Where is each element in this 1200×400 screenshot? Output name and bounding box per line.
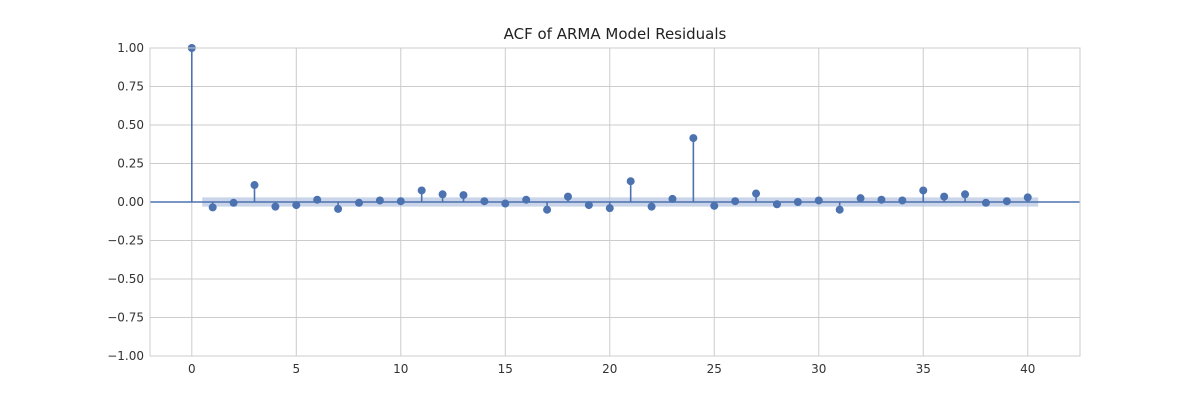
stem-marker: [501, 199, 510, 208]
stem-marker: [961, 190, 970, 199]
y-axis-ticks: −1.00 −0.75 −0.50 −0.25 0.00 0.25 0.50 0.75 1.00: [107, 41, 144, 363]
stem-marker: [856, 194, 865, 203]
stem-marker: [793, 198, 802, 206]
y-tick-label: 0.00: [117, 195, 144, 209]
stem-marker: [354, 198, 363, 207]
stem-marker: [250, 181, 259, 190]
stem-marker: [543, 205, 552, 214]
y-tick-label: 0.75: [117, 80, 144, 94]
stem-marker: [459, 191, 468, 200]
y-tick-label: 0.25: [117, 157, 144, 171]
x-tick-label: 35: [916, 362, 931, 376]
stem-marker: [898, 196, 907, 205]
y-tick-label: −0.25: [107, 234, 144, 248]
stem-marker: [522, 195, 531, 204]
stem-marker: [689, 134, 698, 143]
stem-marker: [772, 200, 781, 209]
stem-marker: [417, 186, 426, 195]
stem-marker: [1023, 193, 1032, 202]
stem-marker: [1002, 197, 1011, 206]
y-tick-label: −0.75: [107, 311, 144, 325]
stems: [150, 44, 1080, 214]
plot-frame: [149, 47, 1081, 357]
stem-marker: [584, 201, 593, 210]
stem-marker: [563, 192, 572, 201]
y-tick-label: −1.00: [107, 349, 144, 363]
stem-marker: [752, 189, 761, 198]
stem-marker: [668, 194, 677, 203]
stem-marker: [626, 177, 635, 186]
stem-marker: [208, 203, 217, 212]
stem-marker: [981, 198, 990, 207]
stem-marker: [919, 186, 928, 195]
stem-marker: [877, 195, 886, 204]
x-tick-label: 0: [188, 362, 196, 376]
stem-marker: [731, 197, 740, 206]
stem-marker: [605, 204, 614, 213]
x-tick-label: 5: [292, 362, 300, 376]
stem-marker: [375, 196, 384, 205]
stem-marker: [292, 201, 301, 210]
stem-marker: [940, 192, 949, 201]
y-tick-label: −0.50: [107, 272, 144, 286]
stem-marker: [480, 197, 489, 206]
x-tick-label: 15: [498, 362, 513, 376]
stem-marker: [396, 197, 405, 206]
stem-marker: [229, 198, 238, 207]
chart-title: ACF of ARMA Model Residuals: [504, 25, 727, 43]
x-tick-label: 25: [707, 362, 722, 376]
stem-marker: [814, 196, 823, 205]
stem-marker: [438, 190, 447, 199]
x-tick-label: 40: [1020, 362, 1035, 376]
stem-marker: [710, 201, 719, 210]
x-axis-ticks: 0 5 10 15 20 25 30 35 40: [188, 362, 1035, 376]
stem-marker: [271, 202, 280, 211]
x-tick-label: 10: [393, 362, 408, 376]
y-tick-label: 1.00: [117, 41, 144, 55]
y-tick-label: 0.50: [117, 118, 144, 132]
stem-marker: [647, 202, 656, 211]
x-tick-label: 20: [602, 362, 617, 376]
stem-marker: [334, 204, 343, 213]
stem-marker: [313, 195, 322, 204]
stem-marker: [835, 205, 844, 214]
x-tick-label: 30: [811, 362, 826, 376]
